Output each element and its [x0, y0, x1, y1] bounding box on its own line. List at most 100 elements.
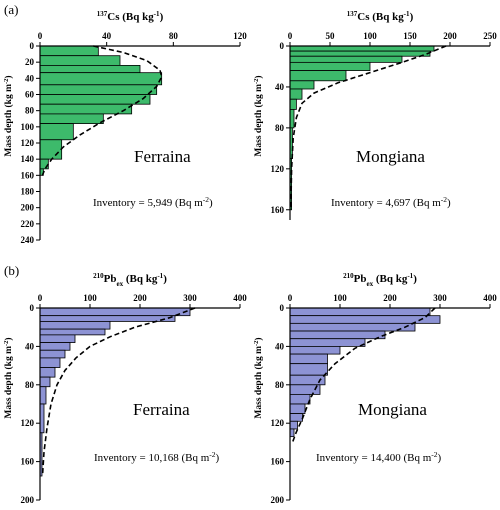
x-tick-label: 0	[38, 31, 43, 41]
x-tick-label: 80	[169, 31, 179, 41]
bar	[39, 386, 47, 405]
fitted-curve	[290, 45, 447, 210]
chart-cs-mongiana: 0 50 100 150 200 250 0 40 80 120 160 137Cs (Bq kg-1…	[253, 10, 497, 220]
bar	[39, 349, 66, 359]
bar	[289, 393, 311, 405]
x-tick-label: 100	[333, 293, 347, 303]
y-tick-label: 120	[21, 418, 35, 428]
bar	[289, 80, 315, 90]
y-tick-label: 120	[271, 418, 285, 428]
y-tick-label: 160	[21, 457, 35, 467]
site-name: Mongiana	[358, 400, 427, 419]
bar	[289, 307, 431, 317]
y-tick-label: 80	[25, 380, 35, 390]
bars	[289, 307, 441, 438]
chart-title: 137Cs (Bq kg-1)	[347, 10, 414, 23]
y-tick-label: 80	[275, 123, 285, 133]
y-tick-label: 160	[271, 457, 285, 467]
x-tick-label: 50	[326, 31, 336, 41]
x-tick-label: 100	[83, 293, 97, 303]
bar	[39, 334, 76, 343]
bar	[39, 158, 49, 170]
y-tick-label: 40	[25, 73, 35, 83]
y-tick-label: 80	[25, 106, 35, 116]
bar	[39, 84, 158, 95]
y-axis-title: Mass depth (kg m-2)	[253, 337, 265, 418]
y-tick-label: 200	[21, 495, 35, 505]
x-tick-label: 200	[383, 293, 397, 303]
x-tick-label: 200	[133, 293, 147, 303]
bars	[39, 307, 191, 477]
bar	[39, 45, 99, 57]
chart-pb-mongiana: 0 100 200 300 400 0 40 80 120 160 200 210Pbex (Bq k…	[253, 272, 498, 505]
x-tick-label: 300	[183, 293, 197, 303]
bar	[39, 342, 71, 351]
bar	[39, 65, 141, 74]
chart-pb-ferraina: 0 100 200 300 400 0 40 80 120 160 200 210Pbex (Bq k…	[3, 272, 248, 505]
y-tick-label: 160	[271, 205, 285, 215]
x-tick-label: 300	[433, 293, 447, 303]
inventory-label: Inventory = 10,168 (Bq m-2)	[94, 450, 220, 465]
bar	[39, 328, 106, 336]
bar	[289, 428, 295, 438]
chart-title: 210Pbex (Bq kg-1)	[93, 272, 167, 288]
site-name: Mongiana	[356, 147, 425, 166]
bar	[39, 113, 104, 125]
y-tick-label: 0	[30, 303, 35, 313]
bar	[289, 363, 328, 376]
y-tick-label: 40	[275, 82, 285, 92]
bar	[39, 55, 121, 66]
x-tick-label: 150	[403, 31, 417, 41]
bars	[289, 45, 435, 211]
bar	[289, 420, 298, 430]
y-tick-label: 0	[280, 41, 285, 51]
x-tick-label: 120	[233, 31, 247, 41]
bar	[289, 403, 306, 415]
site-name: Ferraina	[133, 400, 190, 419]
y-axis-title: Mass depth (kg m-2)	[253, 75, 265, 156]
x-tick-label: 0	[38, 293, 43, 303]
x-tick-label: 100	[363, 31, 377, 41]
y-tick-label: 200	[271, 495, 285, 505]
x-tick-label: 400	[233, 293, 247, 303]
panel-label-a: (a)	[4, 2, 19, 17]
y-tick-label: 80	[275, 380, 285, 390]
bar	[39, 123, 74, 141]
y-tick-label: 0	[280, 303, 285, 313]
bar	[289, 315, 441, 324]
y-tick-label: 120	[21, 138, 35, 148]
bar	[39, 103, 133, 115]
y-tick-label: 100	[21, 122, 35, 132]
bar	[39, 72, 163, 86]
y-tick-label: 60	[25, 90, 35, 100]
chart-title: 210Pbex (Bq kg-1)	[343, 272, 417, 288]
bar	[289, 98, 297, 110]
y-tick-label: 40	[25, 341, 35, 351]
panel-label-b: (b)	[4, 263, 20, 278]
bar	[39, 139, 63, 160]
y-tick-label: 40	[275, 341, 285, 351]
x-tick-label: 400	[483, 293, 497, 303]
fitted-curve	[40, 45, 163, 178]
y-tick-label: 200	[21, 203, 35, 213]
inventory-label: Inventory = 14,400 (Bq m-2)	[316, 450, 442, 465]
x-tick-label: 0	[288, 31, 293, 41]
bar	[289, 55, 403, 63]
bar	[289, 322, 416, 332]
x-tick-label: 40	[102, 31, 112, 41]
bar	[289, 413, 303, 422]
bar	[39, 321, 111, 330]
fitted-curve	[291, 307, 436, 443]
bar	[289, 330, 386, 340]
x-tick-label: 200	[443, 31, 457, 41]
bar	[39, 315, 176, 322]
bar	[39, 307, 191, 317]
x-tick-label: 250	[483, 31, 497, 41]
bar	[289, 61, 371, 71]
bar	[289, 109, 295, 129]
bar	[289, 346, 341, 355]
site-name: Ferraina	[134, 147, 191, 166]
y-tick-label: 140	[21, 154, 35, 164]
inventory-label: Inventory = 4,697 (Bq m-2)	[331, 195, 451, 210]
